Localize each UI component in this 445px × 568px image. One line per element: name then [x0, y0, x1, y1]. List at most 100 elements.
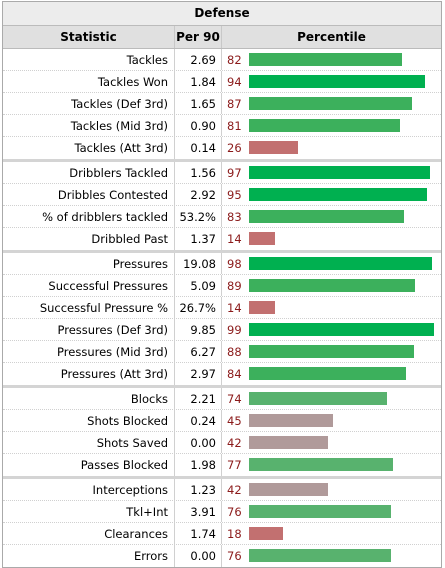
- per90-value: 2.21: [175, 388, 222, 409]
- percentile-bar: [249, 210, 404, 223]
- percentile-value: 26: [227, 141, 242, 155]
- percentile-bar: [249, 232, 275, 245]
- per90-value: 1.84: [175, 71, 222, 92]
- stat-group: Tackles 2.69 82 Tackles Won 1.84 94 Tackles (D…: [3, 49, 441, 162]
- stat-label: Dribblers Tackled: [3, 162, 175, 183]
- table-row: Successful Pressure % 26.7% 14: [3, 297, 441, 319]
- percentile-bar: [249, 279, 415, 292]
- percentile-value: 98: [227, 257, 242, 271]
- table-row: Errors 0.00 76: [3, 545, 441, 567]
- table-row: Shots Blocked 0.24 45: [3, 410, 441, 432]
- table-row: Dribblers Tackled 1.56 97: [3, 162, 441, 184]
- percentile-cell: 77: [222, 454, 441, 476]
- stat-label: Tkl+Int: [3, 501, 175, 522]
- percentile-cell: 76: [222, 501, 441, 522]
- percentile-cell: 87: [222, 93, 441, 114]
- stat-label: Pressures (Mid 3rd): [3, 341, 175, 362]
- stat-label: Blocks: [3, 388, 175, 409]
- stat-label: % of dribblers tackled: [3, 206, 175, 227]
- table-title: Defense: [3, 2, 441, 26]
- percentile-bar: [249, 166, 430, 179]
- percentile-bar: [249, 75, 425, 88]
- percentile-value: 82: [227, 53, 242, 67]
- table-row: Tkl+Int 3.91 76: [3, 501, 441, 523]
- percentile-cell: 45: [222, 410, 441, 431]
- percentile-value: 76: [227, 505, 242, 519]
- stat-label: Pressures (Def 3rd): [3, 319, 175, 340]
- header-per90[interactable]: Per 90: [175, 26, 222, 48]
- table-row: Successful Pressures 5.09 89: [3, 275, 441, 297]
- percentile-value: 88: [227, 345, 242, 359]
- stat-label: Tackles (Def 3rd): [3, 93, 175, 114]
- stat-label: Tackles (Att 3rd): [3, 137, 175, 159]
- percentile-cell: 84: [222, 363, 441, 385]
- stat-label: Errors: [3, 545, 175, 567]
- table-row: Dribbles Contested 2.92 95: [3, 184, 441, 206]
- per90-value: 53.2%: [175, 206, 222, 227]
- percentile-value: 83: [227, 210, 242, 224]
- header-percentile[interactable]: Percentile: [297, 30, 366, 44]
- table-row: Interceptions 1.23 42: [3, 479, 441, 501]
- percentile-cell: 76: [222, 545, 441, 567]
- per90-value: 0.90: [175, 115, 222, 136]
- header-statistic[interactable]: Statistic: [3, 26, 175, 48]
- table-row: Passes Blocked 1.98 77: [3, 454, 441, 476]
- table-row: Tackles Won 1.84 94: [3, 71, 441, 93]
- percentile-cell: 97: [222, 162, 441, 183]
- stat-label: Clearances: [3, 523, 175, 544]
- stat-group: Interceptions 1.23 42 Tkl+Int 3.91 76 Clearanc…: [3, 479, 441, 567]
- percentile-value: 87: [227, 97, 242, 111]
- percentile-value: 18: [227, 527, 242, 541]
- percentile-bar: [249, 483, 328, 496]
- percentile-bar: [249, 505, 391, 518]
- stat-label: Dribbled Past: [3, 228, 175, 250]
- percentile-value: 95: [227, 188, 242, 202]
- percentile-bar: [249, 141, 298, 154]
- stat-label: Pressures: [3, 253, 175, 274]
- percentile-cell: 81: [222, 115, 441, 136]
- percentile-value: 97: [227, 166, 242, 180]
- stat-label: Tackles (Mid 3rd): [3, 115, 175, 136]
- stat-label: Tackles: [3, 49, 175, 70]
- percentile-cell: 88: [222, 341, 441, 362]
- table-row: Pressures 19.08 98: [3, 253, 441, 275]
- percentile-bar: [249, 119, 400, 132]
- percentile-bar: [249, 53, 402, 66]
- percentile-cell: 83: [222, 206, 441, 227]
- per90-value: 1.74: [175, 523, 222, 544]
- per90-value: 1.98: [175, 454, 222, 476]
- percentile-cell: 74: [222, 388, 441, 409]
- per90-value: 0.00: [175, 432, 222, 453]
- table-row: Tackles 2.69 82: [3, 49, 441, 71]
- percentile-bar: [249, 257, 432, 270]
- percentile-bar: [249, 323, 434, 336]
- percentile-cell: 14: [222, 228, 441, 250]
- per90-value: 3.91: [175, 501, 222, 522]
- per90-value: 6.27: [175, 341, 222, 362]
- table-body: Tackles 2.69 82 Tackles Won 1.84 94 Tackles (D…: [3, 49, 441, 567]
- stat-label: Dribbles Contested: [3, 184, 175, 205]
- stat-label: Successful Pressures: [3, 275, 175, 296]
- table-row: Shots Saved 0.00 42: [3, 432, 441, 454]
- stat-label: Interceptions: [3, 479, 175, 500]
- per90-value: 2.97: [175, 363, 222, 385]
- percentile-bar: [249, 549, 391, 562]
- percentile-bar: [249, 367, 406, 380]
- percentile-cell: 18: [222, 523, 441, 544]
- percentile-value: 45: [227, 414, 242, 428]
- per90-value: 5.09: [175, 275, 222, 296]
- percentile-bar: [249, 188, 427, 201]
- per90-value: 1.23: [175, 479, 222, 500]
- percentile-cell: 89: [222, 275, 441, 296]
- percentile-cell: 42: [222, 479, 441, 500]
- per90-value: 1.65: [175, 93, 222, 114]
- stat-label: Pressures (Att 3rd): [3, 363, 175, 385]
- stat-label: Shots Saved: [3, 432, 175, 453]
- table-row: Clearances 1.74 18: [3, 523, 441, 545]
- per90-value: 0.00: [175, 545, 222, 567]
- percentile-cell: 26: [222, 137, 441, 159]
- stat-label: Shots Blocked: [3, 410, 175, 431]
- table-row: Pressures (Def 3rd) 9.85 99: [3, 319, 441, 341]
- percentile-value: 84: [227, 367, 242, 381]
